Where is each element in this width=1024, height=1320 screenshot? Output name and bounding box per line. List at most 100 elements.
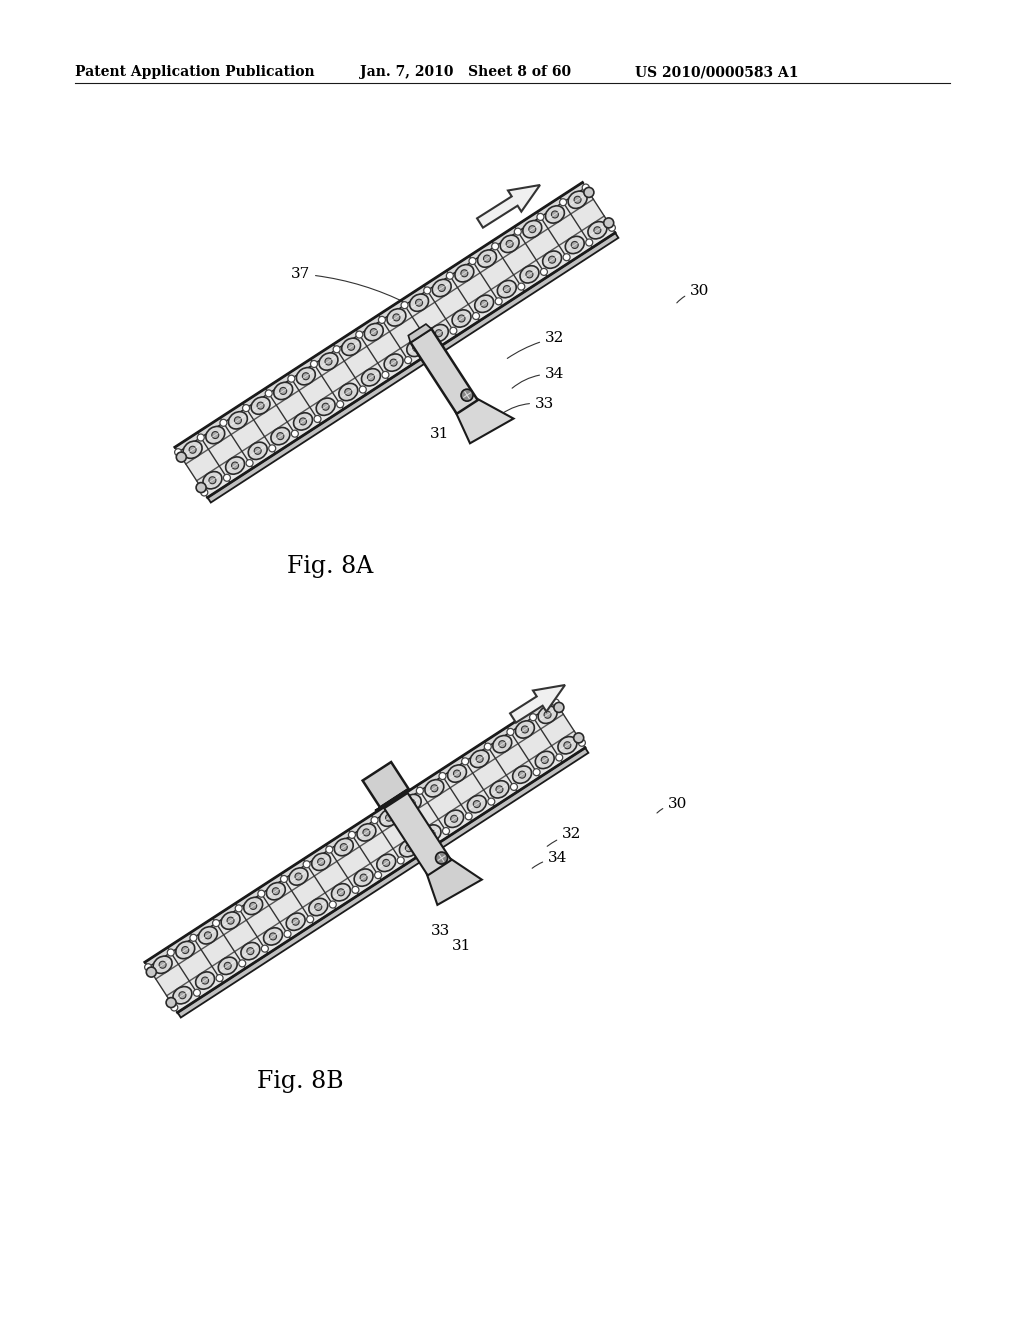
Circle shape [584,187,594,198]
Circle shape [194,989,201,997]
Circle shape [534,768,540,776]
Circle shape [461,269,468,277]
Circle shape [393,314,400,321]
Circle shape [258,890,265,898]
Circle shape [306,916,313,923]
Ellipse shape [225,457,245,474]
Circle shape [564,742,570,748]
Circle shape [554,702,564,713]
Circle shape [284,931,291,937]
Circle shape [476,755,483,763]
Circle shape [236,906,243,912]
Ellipse shape [339,383,357,401]
Circle shape [528,226,536,232]
Ellipse shape [332,883,350,902]
Circle shape [371,329,377,335]
Text: 33: 33 [430,924,450,939]
Circle shape [492,243,499,249]
Text: 34: 34 [532,851,567,869]
Circle shape [239,960,246,966]
Circle shape [473,800,480,808]
Circle shape [175,449,181,455]
Circle shape [383,859,390,866]
Circle shape [201,488,208,496]
Ellipse shape [173,986,191,1005]
Circle shape [454,770,461,777]
Circle shape [272,888,280,895]
Polygon shape [362,762,409,808]
Ellipse shape [513,766,531,783]
Ellipse shape [294,413,312,430]
Text: 32: 32 [547,828,582,846]
Polygon shape [510,685,565,722]
Circle shape [431,785,438,792]
Circle shape [243,405,250,412]
Circle shape [166,998,176,1007]
Circle shape [544,711,551,718]
Circle shape [231,462,239,469]
Ellipse shape [475,296,494,313]
Circle shape [269,933,276,940]
Ellipse shape [342,338,360,355]
Circle shape [189,446,197,453]
Circle shape [439,772,446,780]
Circle shape [352,886,359,894]
Circle shape [552,700,559,706]
Ellipse shape [546,206,564,223]
Circle shape [182,946,188,953]
Circle shape [234,417,242,424]
Circle shape [326,846,333,853]
Circle shape [446,272,454,280]
Circle shape [510,783,517,791]
Ellipse shape [536,751,554,768]
Ellipse shape [361,368,380,385]
Circle shape [368,374,375,380]
Circle shape [176,451,186,462]
Circle shape [393,803,400,809]
Circle shape [586,239,593,246]
Ellipse shape [477,249,497,267]
Ellipse shape [266,883,286,900]
Circle shape [504,285,510,293]
Circle shape [345,388,352,396]
Ellipse shape [399,840,419,857]
Polygon shape [456,399,514,444]
Ellipse shape [429,325,449,342]
Circle shape [556,754,563,762]
Ellipse shape [196,972,214,989]
Polygon shape [175,182,586,453]
Circle shape [359,385,367,393]
Ellipse shape [199,927,217,944]
Polygon shape [144,697,585,1012]
Ellipse shape [452,310,471,327]
Circle shape [428,830,435,837]
Circle shape [574,197,581,203]
Polygon shape [477,185,540,227]
Circle shape [450,327,457,334]
Circle shape [583,183,589,191]
Ellipse shape [296,367,315,385]
Circle shape [220,420,227,426]
Ellipse shape [311,853,331,870]
Circle shape [268,445,275,451]
Circle shape [348,832,355,838]
Circle shape [213,920,219,927]
Circle shape [435,851,447,865]
Ellipse shape [357,824,376,841]
Circle shape [537,214,544,220]
Ellipse shape [309,899,328,916]
Circle shape [541,268,548,276]
Circle shape [379,317,385,323]
Circle shape [317,858,325,866]
Circle shape [413,345,420,351]
Circle shape [303,861,310,867]
Ellipse shape [402,795,421,812]
Ellipse shape [568,191,587,209]
Circle shape [480,300,487,308]
Text: 34: 34 [512,367,564,388]
Circle shape [292,919,299,925]
Ellipse shape [523,220,542,238]
Circle shape [360,874,367,882]
Circle shape [608,224,615,231]
Ellipse shape [500,235,519,252]
